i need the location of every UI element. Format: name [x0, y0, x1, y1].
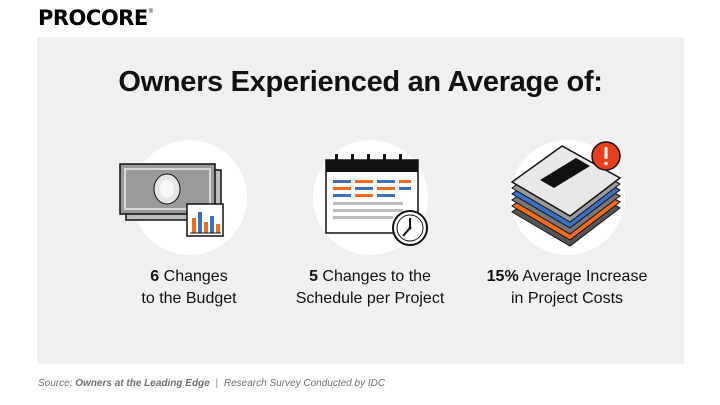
- stat-budget-changes: 6 Changes to the Budget: [99, 140, 279, 330]
- page-title: Owners Experienced an Average of:: [118, 66, 603, 98]
- icon-circle: [313, 140, 428, 255]
- stat-value: 15%: [486, 268, 519, 285]
- infographic-panel: Owners Experienced an Average of:: [37, 37, 684, 364]
- icon-circle: [510, 140, 625, 255]
- stat-text-line1: Changes to the: [317, 268, 431, 285]
- source-detail: Research Survey Conducted by IDC: [223, 378, 386, 389]
- calendar-clock-icon: [325, 154, 428, 246]
- stat-text-line1: Changes: [159, 268, 228, 285]
- money-chart-icon: [119, 163, 224, 237]
- registered-mark: ®: [148, 9, 154, 15]
- stat-text-line2: Schedule per Project: [295, 290, 445, 307]
- source-label: Source:: [38, 378, 73, 389]
- stat-value: 6: [150, 268, 160, 285]
- stat-caption: 15% Average Increase in Project Costs: [457, 266, 677, 310]
- stat-schedule-changes: 5 Changes to the Schedule per Project: [280, 140, 460, 330]
- stat-text-line2: in Project Costs: [510, 290, 624, 307]
- source-citation: Source: Owners at the Leading Edge | Res…: [38, 378, 385, 389]
- source-separator: |: [215, 378, 219, 389]
- stat-caption: 6 Changes to the Budget: [79, 266, 299, 310]
- stat-cost-increase: 15% Average Increase in Project Costs: [477, 140, 657, 330]
- source-title: Owners at the Leading Edge: [75, 378, 210, 389]
- stat-text-line2: to the Budget: [141, 290, 237, 307]
- stat-value: 5: [309, 268, 318, 285]
- icon-circle: [119, 140, 247, 255]
- logo-text: PROCORE: [38, 6, 148, 30]
- document-stack-alert-icon: [510, 141, 622, 247]
- procore-logo: PROCORE ®: [38, 6, 153, 30]
- stat-text-line1: Average Increase: [518, 268, 648, 285]
- stat-caption: 5 Changes to the Schedule per Project: [260, 266, 480, 310]
